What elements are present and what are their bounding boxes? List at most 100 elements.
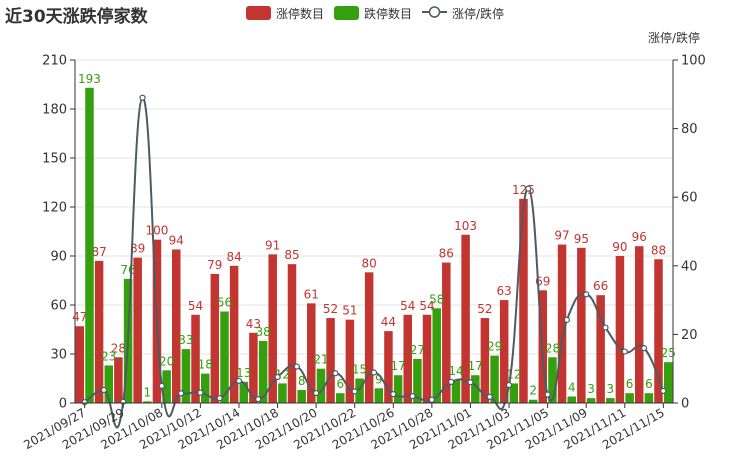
y-left-tick-label: 180 <box>42 103 67 118</box>
y-axis-right: 0 20 40 60 80 100 <box>672 54 706 412</box>
data-label-limit-up: 51 <box>342 304 357 318</box>
bar-limit-down <box>393 375 403 403</box>
ratio-point <box>660 387 667 395</box>
data-label-limit-up: 85 <box>284 248 299 262</box>
data-label-limit-up: 103 <box>454 219 477 233</box>
data-label-limit-up: 86 <box>439 247 454 261</box>
ratio-point <box>390 391 397 398</box>
bar-limit-down <box>625 393 634 403</box>
ratio-point <box>313 389 320 397</box>
data-label-limit-down: 6 <box>626 377 634 391</box>
data-label-limit-up: 90 <box>612 240 627 254</box>
bar-limit-up <box>442 262 451 403</box>
y-left-tick-label: 30 <box>50 348 67 363</box>
data-label-limit-down: 13 <box>236 366 251 380</box>
data-label-limit-down: 15 <box>352 363 367 377</box>
bar-limit-down <box>509 383 519 403</box>
bar-limit-down <box>606 398 615 403</box>
bar-limit-up <box>229 265 239 403</box>
ratio-point <box>255 396 262 403</box>
y-left-tick-label: 210 <box>42 54 67 69</box>
ratio-line <box>84 96 665 429</box>
data-label-limit-down: 1 <box>144 385 152 399</box>
bar-limit-down <box>278 383 287 403</box>
bar-limit-up <box>422 314 432 403</box>
bar-limit-down <box>316 368 326 403</box>
data-label-limit-up: 28 <box>111 341 126 355</box>
bar-limit-up <box>114 357 123 403</box>
data-label-limit-up: 54 <box>400 299 415 313</box>
ratio-point <box>216 395 223 402</box>
bar-limit-up <box>577 247 586 403</box>
bar-limit-down <box>220 311 229 403</box>
bar-limit-up <box>480 318 490 403</box>
bar-limit-up <box>268 254 277 403</box>
bar-limit-down <box>355 378 364 403</box>
ratio-point <box>467 379 474 386</box>
data-label-limit-down: 8 <box>298 374 306 388</box>
bar-limit-up <box>615 256 625 403</box>
bar-limit-down <box>663 362 673 403</box>
bar-limit-down <box>143 401 152 403</box>
ratio-point <box>351 388 358 395</box>
bar-limit-down <box>471 375 480 403</box>
series-ratio-line <box>81 94 667 429</box>
data-label-limit-down: 25 <box>661 346 676 360</box>
bar-limit-up <box>499 300 509 403</box>
y-left-tick-label: 120 <box>42 201 67 216</box>
data-label-limit-up: 100 <box>146 224 169 238</box>
bar-limit-up <box>345 319 355 403</box>
data-label-limit-up: 91 <box>265 238 280 252</box>
ratio-point <box>486 393 493 400</box>
data-label-limit-up: 61 <box>304 287 319 301</box>
bar-limit-up <box>326 318 335 403</box>
data-label-limit-down: 27 <box>410 343 425 357</box>
bar-limit-up <box>519 198 528 403</box>
bar-limit-down <box>239 381 249 403</box>
chart-title: 近30天涨跌停家数 <box>5 7 148 27</box>
bar-limit-up <box>364 272 374 403</box>
data-label-limit-up: 80 <box>362 256 377 270</box>
data-label-limit-down: 38 <box>255 325 270 339</box>
data-label-limit-down: 17 <box>468 359 483 373</box>
data-label-limit-down: 12 <box>506 367 521 381</box>
data-label-limit-down: 76 <box>120 263 135 277</box>
bar-limit-up <box>210 273 220 403</box>
legend-label-ratio: 涨停/跌停 <box>452 7 505 21</box>
bar-limit-down <box>432 308 441 403</box>
ratio-point <box>505 381 513 389</box>
bar-limit-down <box>104 365 114 403</box>
ratio-point <box>544 391 551 398</box>
data-label-limit-down: 4 <box>568 380 576 394</box>
bar-limit-up <box>287 264 297 403</box>
bar-limit-up <box>75 326 85 403</box>
bar-limit-up <box>307 303 316 403</box>
legend-label-limit-down: 跌停数目 <box>364 7 413 21</box>
data-label-limit-down: 14 <box>448 364 463 378</box>
data-label-limit-up: 87 <box>91 245 106 259</box>
x-axis: 2021/09/272021/09/292021/10/082021/10/12… <box>21 402 673 452</box>
y-right-tick-label: 100 <box>681 54 706 69</box>
bar-limit-down <box>567 396 577 403</box>
ratio-point <box>409 393 416 400</box>
data-label-limit-down: 20 <box>159 354 174 368</box>
data-label-limit-up: 66 <box>593 279 608 293</box>
y-right-tick-label: 0 <box>681 397 689 412</box>
ratio-point <box>100 386 108 394</box>
ratio-point <box>332 370 339 377</box>
data-label-limit-down: 3 <box>587 382 595 396</box>
data-label-limit-down: 2 <box>529 384 537 398</box>
y-right-tick-label: 20 <box>681 328 698 343</box>
ratio-point <box>428 396 435 403</box>
data-label-limit-down: 58 <box>429 292 444 306</box>
bar-limit-up <box>171 249 181 403</box>
data-label-limit-up: 63 <box>497 284 512 298</box>
ratio-point <box>293 363 300 370</box>
bar-limit-down <box>297 389 306 403</box>
data-label-limit-up: 52 <box>323 302 338 316</box>
data-label-limit-down: 33 <box>178 333 193 347</box>
bar-limit-down <box>490 355 499 403</box>
bar-limit-up <box>654 259 663 403</box>
right-axis-label: 涨停/跌停 <box>648 30 700 45</box>
